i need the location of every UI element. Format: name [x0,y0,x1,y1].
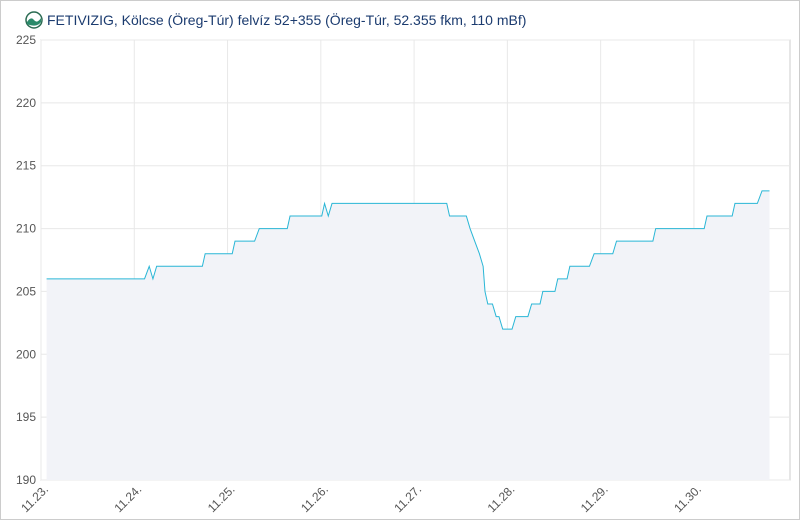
y-tick-label: 205 [16,284,36,298]
x-tick-label: 11.30. [671,482,704,515]
line [46,190,770,330]
x-tick-label: 11.24. [112,482,145,515]
y-tick-label: 190 [16,473,36,487]
y-tick-label: 200 [16,347,36,361]
x-tick-label: 11.28. [485,482,518,515]
logo-wave [27,18,41,26]
y-tick-label: 225 [16,33,36,47]
area [46,190,770,480]
y-tick-label: 195 [16,410,36,424]
x-tick-label: 11.25. [205,482,238,515]
x-tick-label: 11.23. [18,482,51,515]
y-tick-label: 220 [16,96,36,110]
y-tick-label: 210 [16,222,36,236]
x-tick-label: 11.27. [391,482,424,515]
x-tick-label: 11.26. [298,482,331,515]
chart-title: FETIVIZIG, Kölcse (Öreg-Túr) felvíz 52+3… [47,11,526,28]
x-tick-label: 11.29. [578,482,611,515]
y-tick-label: 215 [16,159,36,173]
